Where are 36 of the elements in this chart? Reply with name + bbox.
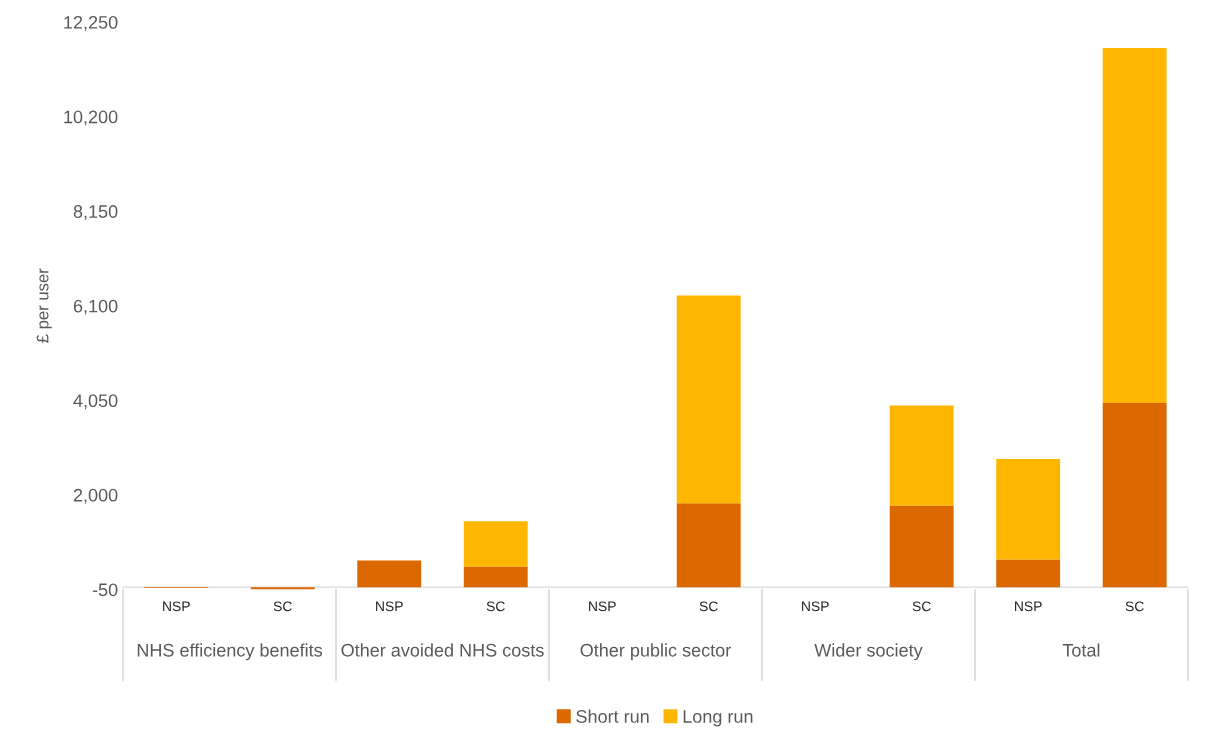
x-tick-label: SC xyxy=(912,601,931,612)
y-tick-label: 2,000 xyxy=(73,488,118,504)
y-tick-label: 6,100 xyxy=(73,299,118,315)
text: NHS efficiency benefits xyxy=(137,643,323,661)
x-tick-label: NSP xyxy=(589,601,616,612)
x-tick-label: SC xyxy=(699,601,718,612)
bar xyxy=(463,521,528,567)
bar xyxy=(889,505,954,588)
x-tick-label: NSP xyxy=(163,601,190,612)
bar xyxy=(996,458,1061,560)
text: Other avoided NHS costs xyxy=(341,643,544,657)
bar xyxy=(1102,47,1167,404)
x-tick-label: SC xyxy=(273,601,292,612)
y-axis-title: £ per user xyxy=(36,268,52,343)
text: Other public sector xyxy=(580,643,731,661)
bar xyxy=(357,560,422,588)
x-tick-label: NSP xyxy=(1015,601,1042,612)
legend-label: Short run xyxy=(576,709,649,723)
y-tick-label: 4,050 xyxy=(73,394,118,410)
legend-label: Long run xyxy=(683,710,753,727)
bar xyxy=(676,295,741,504)
bar xyxy=(889,405,954,506)
y-tick-label: 10,200 xyxy=(64,110,118,126)
bar xyxy=(1102,403,1167,588)
text: Wider society xyxy=(814,643,923,661)
x-tick-label: SC xyxy=(1125,601,1144,612)
x-tick-label: NSP xyxy=(802,601,829,612)
y-tick-label: -50 xyxy=(92,583,118,597)
bar xyxy=(676,503,741,588)
text: Total xyxy=(1062,643,1100,657)
x-tick-label: SC xyxy=(486,601,505,612)
x-tick-label: NSP xyxy=(376,601,403,612)
y-tick-label: 12,250 xyxy=(64,15,118,31)
y-tick-label: 8,150 xyxy=(73,205,118,221)
bar xyxy=(463,566,528,588)
bar xyxy=(996,559,1061,588)
